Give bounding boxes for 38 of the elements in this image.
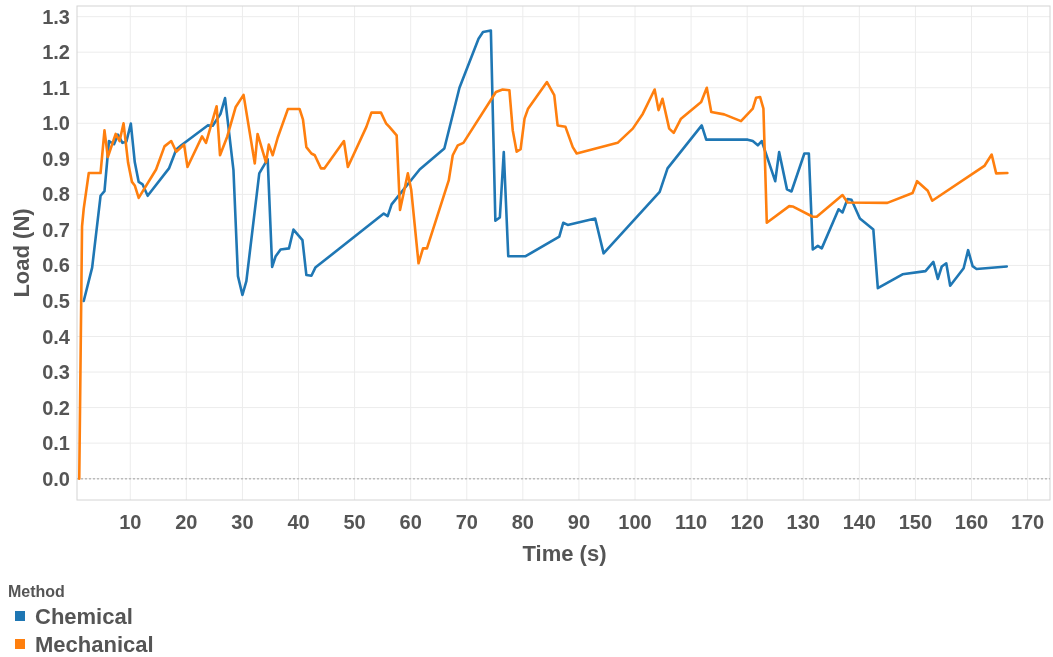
y-tick-label: 0.5	[42, 289, 70, 312]
x-tick-label: 80	[511, 511, 534, 533]
x-tick-label: 100	[618, 511, 652, 533]
legend-title: Method	[8, 583, 65, 600]
x-tick-label: 60	[399, 511, 422, 533]
x-tick-label: 30	[231, 511, 254, 533]
x-tick-label: 140	[842, 511, 877, 533]
y-tick-label: 1.3	[42, 5, 70, 28]
x-tick-label: 40	[287, 511, 310, 533]
legend-label: Mechanical	[35, 632, 154, 657]
y-tick-label: 0.0	[42, 467, 70, 490]
y-tick-label: 0.8	[42, 183, 70, 206]
y-tick-label: 1.2	[42, 41, 70, 64]
x-tick-label: 10	[119, 511, 142, 533]
y-tick-label: 1.0	[42, 112, 70, 135]
x-tick-label: 90	[567, 511, 591, 533]
y-tick-label: 0.6	[42, 254, 70, 277]
y-tick-label: 0.9	[42, 147, 70, 170]
x-tick-label: 130	[786, 511, 820, 533]
y-tick-label: 1.1	[42, 76, 70, 99]
y-axis-title: Load (N)	[9, 208, 34, 298]
y-tick-label: 0.2	[42, 396, 70, 419]
y-tick-label: 0.3	[42, 361, 70, 384]
x-axis-title: Time (s)	[522, 541, 607, 566]
x-tick-label: 170	[1010, 511, 1045, 533]
x-tick-label: 20	[175, 511, 198, 533]
y-tick-label: 0.7	[42, 218, 70, 241]
x-tick-label: 110	[674, 511, 708, 533]
line-series	[82, 29, 1009, 303]
y-tick-label: 0.1	[42, 432, 70, 455]
y-tick-label: 0.4	[42, 325, 71, 348]
x-tick-label: 120	[730, 511, 764, 533]
line-series	[77, 80, 1009, 480]
x-tick-label: 70	[455, 511, 478, 533]
x-tick-label: 160	[954, 511, 989, 533]
x-tick-label: 150	[898, 511, 933, 533]
legend-label: Chemical	[35, 604, 133, 629]
x-tick-label: 50	[343, 511, 366, 533]
